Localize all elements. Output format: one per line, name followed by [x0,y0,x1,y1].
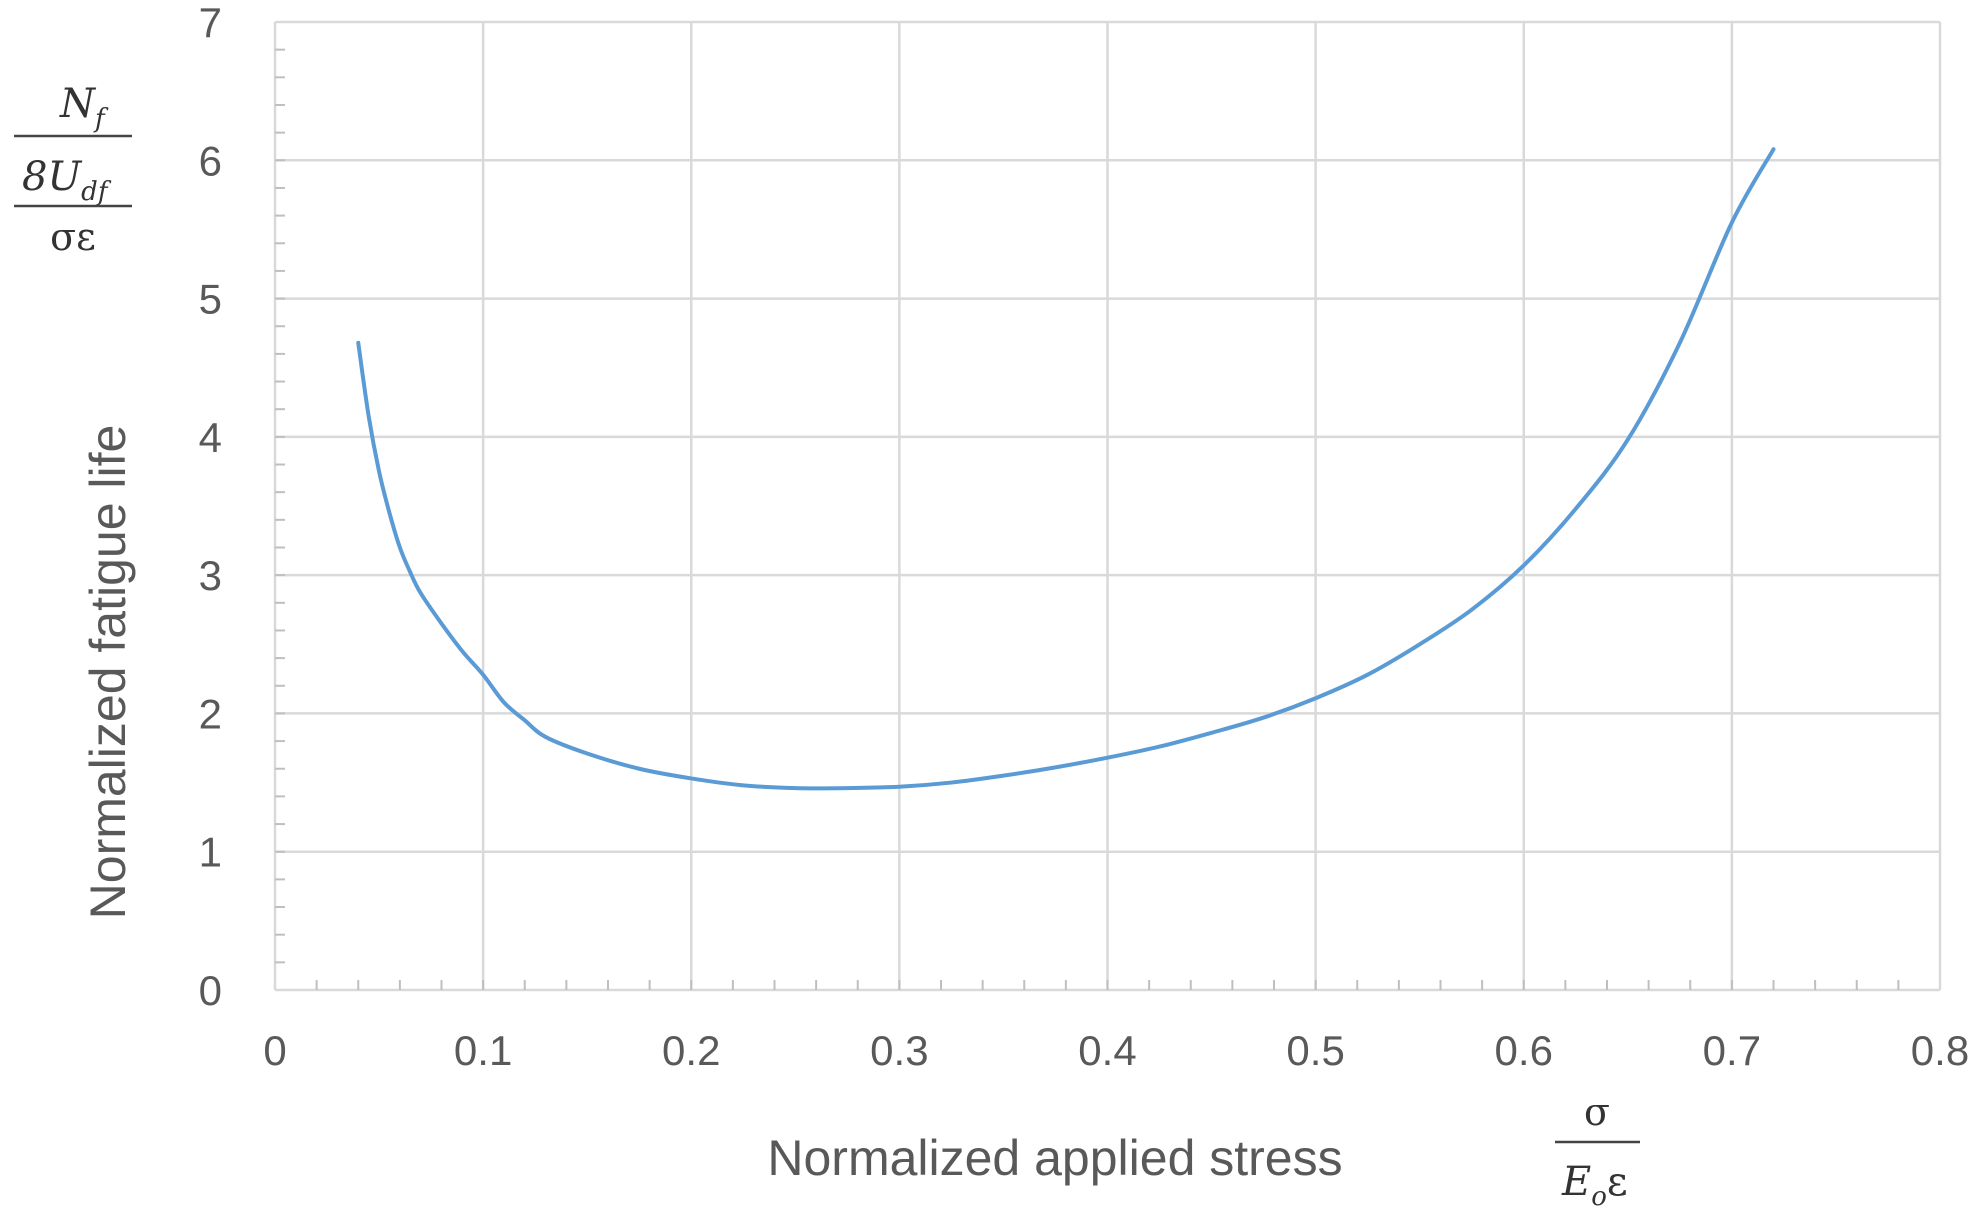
y-unit-fraction: Nf 8Udf σε [14,81,132,259]
y-axis-title: Normalized fatigue life [80,425,136,920]
y-tick-label: 4 [199,414,222,461]
x-unit-fraction: σ Eoε [1555,1090,1640,1212]
y-tick-label: 5 [199,276,222,323]
x-tick-label: 0.4 [1078,1027,1136,1074]
y-tick-label: 3 [199,552,222,599]
x-tick-label: 0.1 [454,1027,512,1074]
x-tick-label: 0.5 [1286,1027,1344,1074]
y-fraction-denominator: σε [50,215,96,259]
y-tick-label: 6 [199,137,222,184]
x-tick-label: 0 [263,1027,286,1074]
y-tick-label: 1 [199,829,222,876]
x-tick-label: 0.7 [1703,1027,1761,1074]
x-fraction-numerator: σ [1584,1090,1610,1134]
series-layer [356,147,1776,791]
series-line [356,147,1776,791]
x-fraction-denominator: Eoε [1561,1159,1628,1212]
x-tick-label: 0.6 [1495,1027,1553,1074]
y-fraction-middle: 8Udf [22,154,112,207]
y-fraction-numerator: Nf [59,81,109,134]
minor-ticks [275,48,1900,990]
x-tick-label: 0.8 [1911,1027,1969,1074]
y-tick-labels: 0 1 2 3 4 5 6 7 [199,0,222,1014]
y-tick-label: 2 [199,690,222,737]
x-tick-label: 0.2 [662,1027,720,1074]
x-tick-label: 0.3 [870,1027,928,1074]
grid-lines [273,20,1942,992]
x-tick-labels: 0 0.1 0.2 0.3 0.4 0.5 0.6 0.7 0.8 [263,1027,1969,1074]
y-tick-label: 0 [199,967,222,1014]
x-axis-title: Normalized applied stress [767,1130,1342,1186]
y-tick-label: 7 [199,0,222,46]
